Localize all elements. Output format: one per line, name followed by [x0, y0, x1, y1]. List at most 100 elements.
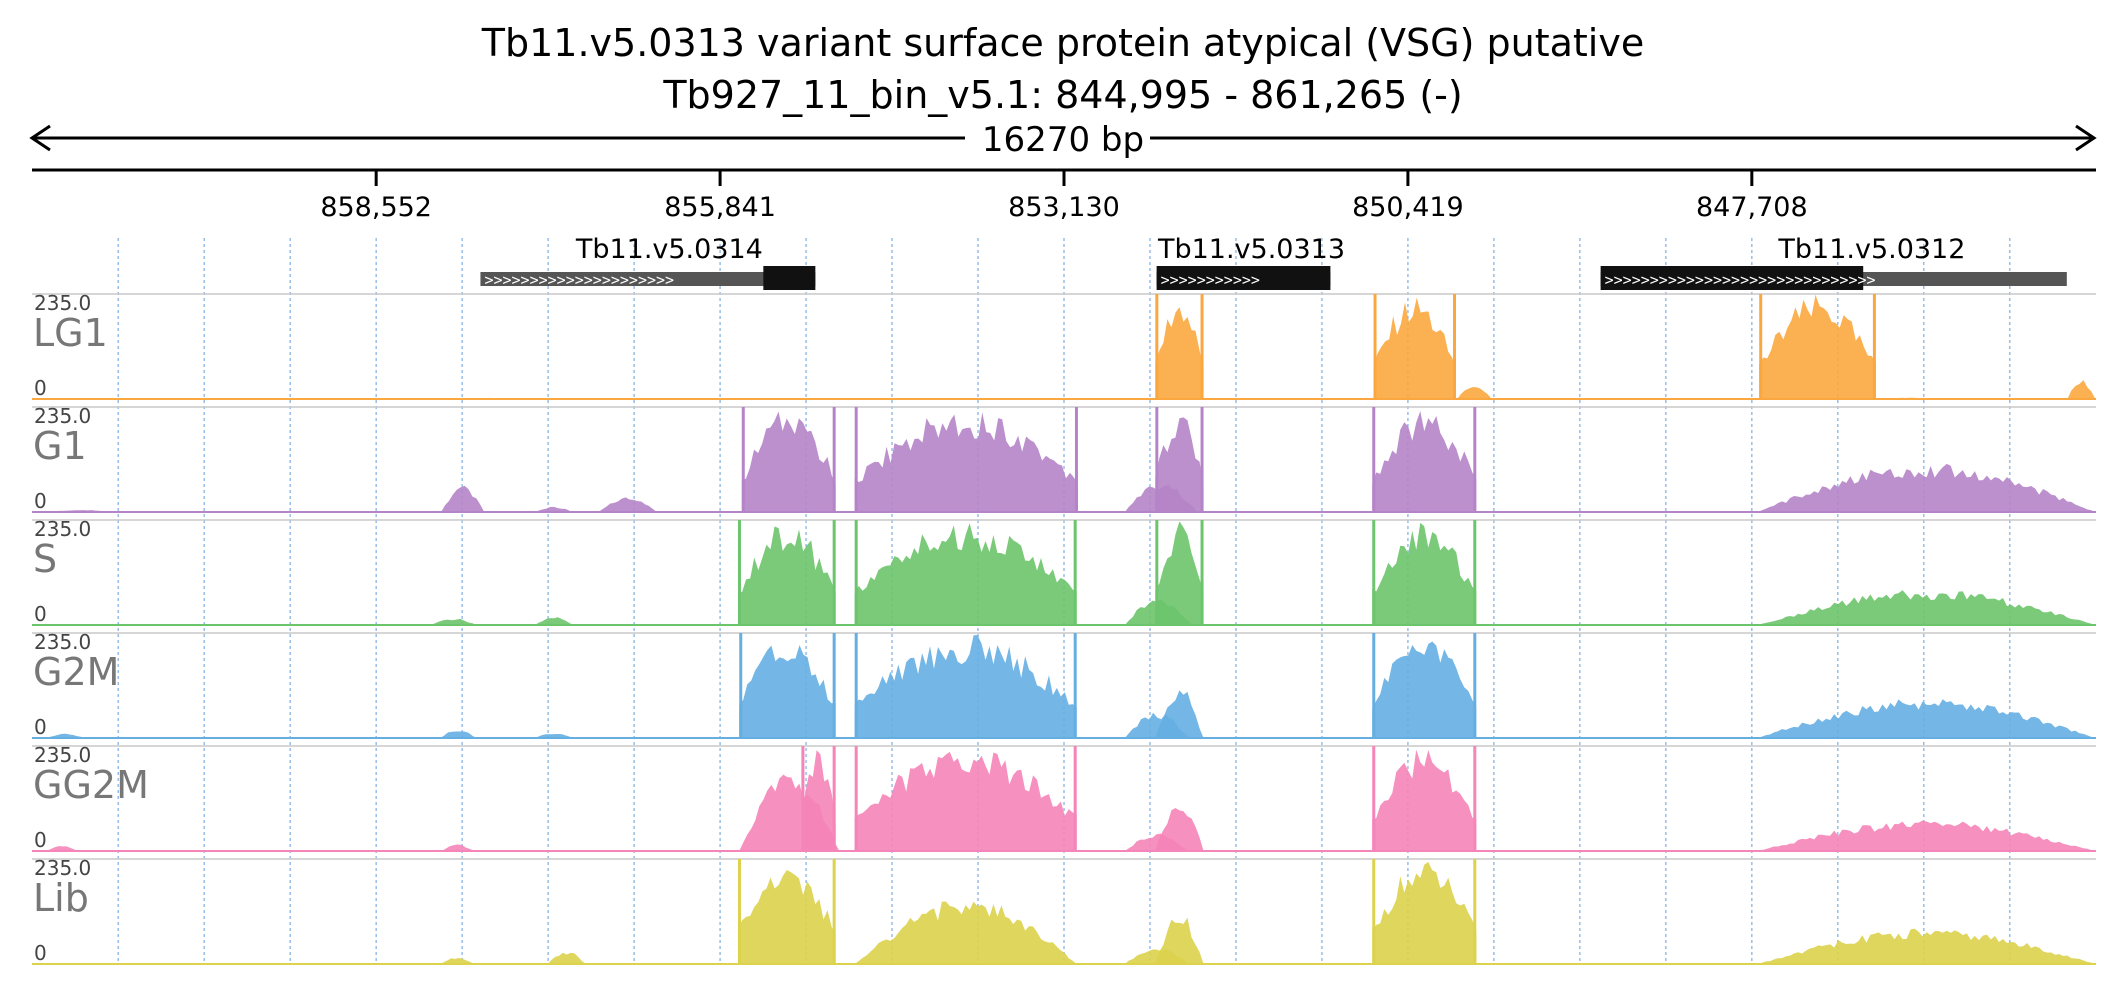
coverage-peak [2067, 380, 2096, 399]
peak-edge [1074, 407, 1078, 512]
peak-edge [1473, 859, 1477, 964]
track-name-label: Lib [33, 876, 89, 920]
track-lib: 235.0 0 Lib [32, 856, 2096, 965]
coverage-peak [430, 618, 477, 625]
peak-edge [741, 407, 745, 512]
peak-edge [1155, 294, 1159, 399]
coverage-peak [854, 635, 1077, 738]
coverage-peak [1155, 417, 1204, 512]
coverage-peak [739, 645, 836, 738]
peak-edge [1473, 746, 1477, 851]
coverage-peak [1373, 297, 1456, 399]
coverage-peak [534, 506, 574, 512]
peak-edge [1200, 520, 1204, 625]
peak-edge [1155, 407, 1159, 512]
peak-edge [1452, 294, 1456, 399]
coverage-peak [598, 497, 657, 512]
track-gg2m: 235.0 0 GG2M [32, 743, 2096, 852]
track-max-label: 235.0 [34, 291, 91, 315]
coverage-peak [741, 411, 836, 512]
peak-edge [1473, 520, 1477, 625]
coverage-peak [1155, 917, 1204, 964]
coverage-peak [1759, 294, 1876, 399]
track-g2m: 235.0 0 G2M [32, 630, 2096, 739]
ruler-tick-label: 847,708 [1696, 192, 1808, 223]
coverage-peak [547, 952, 586, 964]
peak-edge [1073, 633, 1077, 738]
coverage-peak [1372, 522, 1477, 625]
track-max-label: 235.0 [34, 856, 91, 880]
track-min-label: 0 [34, 828, 47, 852]
coverage-peak [854, 751, 1077, 851]
coverage-peak [1757, 699, 2096, 738]
coverage-peak [1155, 521, 1204, 625]
coverage-peak [1757, 820, 2096, 851]
peak-edge [1473, 407, 1477, 512]
peak-edge [1473, 633, 1477, 738]
gene-strand-arrows: >>>>>>>>>>> [1161, 271, 1260, 289]
gene-label: Tb11.v5.0313 [1157, 234, 1345, 265]
peak-edge [1372, 520, 1376, 625]
track-name-label: LG1 [33, 311, 108, 355]
track-name-label: GG2M [33, 763, 149, 807]
gene-cds [763, 266, 816, 290]
track-max-label: 235.0 [34, 517, 91, 541]
gene-model: >>>>>>>>>>>>>>>>>>>>> Tb11.v5.0314 [480, 234, 816, 290]
coverage-peak [1155, 690, 1204, 738]
gene-utr [480, 272, 816, 286]
coverage-peak [1372, 641, 1477, 738]
gene-model: >>>>>>>>>>> Tb11.v5.0313 [1156, 234, 1345, 290]
peak-edge [1073, 746, 1077, 851]
peak-edge [737, 859, 741, 964]
gene-strand-arrows: >>>>>>>>>>>>>>>>>>>>>>>>>>>>>> [1605, 271, 1876, 289]
locus-subtitle: Tb927_11_bin_v5.1: 844,995 - 861,265 (-) [662, 73, 1462, 117]
peak-edge [737, 520, 741, 625]
coverage-peak [1757, 463, 2096, 512]
track-s: 235.0 0 S [32, 517, 2096, 626]
gene-model: >>>>>>>>>>>>>>>>>>>>>>>>>>>>>> Tb11.v5.03… [1600, 234, 2067, 290]
track-min-label: 0 [34, 941, 47, 965]
coverage-peak [439, 731, 477, 738]
gene-label: Tb11.v5.0312 [1777, 234, 1965, 265]
ruler-tick-label: 853,130 [1008, 192, 1120, 223]
coverage-peak [1155, 808, 1204, 851]
plot-title: Tb11.v5.0313 variant surface protein aty… [481, 21, 1644, 65]
coverage-peak [439, 957, 475, 964]
peak-edge [1372, 859, 1376, 964]
peak-edge [832, 859, 836, 964]
peak-edge [1872, 294, 1876, 399]
peak-edge [1155, 520, 1159, 625]
peak-edge [1372, 746, 1376, 851]
peak-edge [854, 746, 858, 851]
coverage-peak [441, 485, 485, 512]
coverage-peak [1372, 749, 1477, 851]
coverage-peak [1372, 862, 1477, 964]
track-max-label: 235.0 [34, 743, 91, 767]
gene-cds [1600, 266, 1864, 290]
coverage-peak [737, 870, 836, 964]
track-max-label: 235.0 [34, 630, 91, 654]
track-name-label: G1 [33, 424, 87, 468]
coverage-peak [441, 844, 475, 851]
track-min-label: 0 [34, 715, 47, 739]
coverage-peak [854, 523, 1077, 625]
coverage-peak [1757, 590, 2096, 625]
ruler-tick-label: 850,419 [1352, 192, 1464, 223]
coverage-tracks: 235.00LG1235.00G1235.00S235.00G2M235.00G… [32, 291, 2096, 965]
peak-edge [832, 633, 836, 738]
coverage-peak [1457, 387, 1492, 399]
coverage-peak [534, 617, 574, 625]
peak-edge [854, 633, 858, 738]
peak-edge [1759, 294, 1763, 399]
peak-edge [739, 633, 743, 738]
gene-label: Tb11.v5.0314 [575, 234, 763, 265]
gene-cds [1156, 266, 1331, 290]
gene-annotation-track: >>>>>>>>>>>>>>>>>>>>>Tb11.v5.0314 >>>>>>>… [480, 234, 2067, 290]
coverage-peak [1155, 307, 1204, 399]
track-lg1: 235.0 0 LG1 [32, 291, 2096, 400]
coverage-peak [854, 901, 1077, 964]
peak-edge [832, 407, 836, 512]
track-min-label: 0 [34, 489, 47, 513]
coverage-peak [1372, 411, 1477, 512]
